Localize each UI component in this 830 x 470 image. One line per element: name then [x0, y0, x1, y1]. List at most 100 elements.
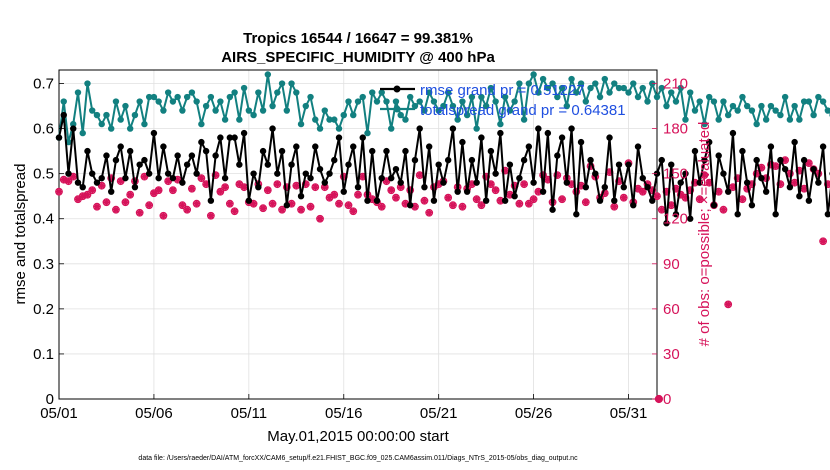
rmse-point: [492, 170, 499, 177]
totalspread-point: [506, 107, 514, 114]
obs-evaluated-point: [478, 201, 485, 209]
totalspread-point: [226, 93, 234, 101]
obs-evaluated-point: [459, 203, 466, 211]
totalspread-point: [312, 116, 319, 123]
obs-evaluated-point: [435, 180, 442, 188]
totalspread-point: [340, 111, 347, 119]
totalspread-point: [236, 116, 243, 123]
totalspread-point: [316, 125, 324, 132]
obs-evaluated-point: [321, 183, 329, 191]
rmse-point: [174, 152, 181, 159]
rmse-point: [136, 161, 143, 168]
obs-evaluated-point: [421, 197, 428, 204]
totalspread-point: [283, 107, 291, 114]
rmse-point: [554, 152, 561, 159]
totalspread-point: [297, 120, 305, 128]
totalspread-point: [568, 75, 575, 83]
rmse-point: [696, 179, 703, 186]
rmse-point: [373, 197, 381, 204]
y-tick-label: 0.4: [33, 211, 54, 228]
rmse-point: [573, 211, 580, 218]
rmse-point: [777, 156, 784, 164]
totalspread-point: [269, 102, 276, 110]
totalspread-point: [573, 89, 580, 96]
rmse-point: [720, 170, 727, 177]
obs-evaluated-point: [103, 198, 110, 206]
obs-evaluated-point: [781, 156, 789, 164]
rmse-point: [463, 188, 471, 195]
rmse-point: [615, 161, 623, 168]
totalspread-point: [791, 102, 798, 110]
obs-evaluated-point: [283, 183, 291, 191]
obs-evaluated-point: [577, 182, 585, 189]
obs-evaluated-point: [482, 173, 490, 180]
rmse-point: [729, 129, 737, 137]
x-tick-label: 05/21: [420, 405, 458, 422]
totalspread-point: [525, 80, 533, 87]
rmse-point: [587, 156, 594, 164]
totalspread-point: [136, 98, 143, 105]
obs-evaluated-point: [392, 194, 400, 201]
totalspread-point: [169, 98, 177, 105]
obs-evaluated-point: [786, 170, 794, 177]
rmse-point: [79, 183, 86, 191]
totalspread-point: [748, 107, 756, 114]
totalspread-point: [720, 98, 727, 105]
obs-evaluated-point: [117, 177, 124, 185]
obs-evaluated-point: [777, 180, 784, 188]
obs-evaluated-point: [667, 201, 675, 209]
obs-evaluated-point: [653, 192, 661, 200]
obs-evaluated-point: [444, 194, 452, 201]
rmse-point: [724, 188, 732, 195]
rmse-point: [364, 197, 371, 204]
rmse-point: [212, 152, 219, 159]
obs-evaluated-point: [815, 170, 822, 177]
y-tick-label: 0.2: [33, 301, 54, 318]
rmse-point: [117, 143, 124, 150]
obs-evaluated-point: [330, 191, 338, 198]
totalspread-point: [302, 102, 309, 110]
rmse-point: [668, 161, 675, 168]
obs-evaluated-point: [772, 162, 779, 170]
totalspread-point: [497, 120, 504, 128]
y-right-tick-label: 30: [663, 346, 680, 363]
obs-evaluated-point: [250, 200, 257, 208]
y-right-tick-label: 150: [663, 166, 688, 183]
totalspread-point: [383, 98, 390, 105]
rmse-point: [701, 156, 708, 164]
obs-evaluated-point: [573, 188, 580, 195]
ticks-layer: 05/01 05/06 05/11 05/16 05/21 05/26 05/31 0 0.1 0…: [33, 76, 688, 422]
totalspread-point: [193, 98, 200, 105]
totalspread-point: [440, 102, 447, 110]
totalspread-point: [155, 98, 162, 105]
obs-evaluated-point: [368, 195, 376, 203]
rmse-point: [397, 179, 404, 186]
obs-evaluated-point: [202, 180, 210, 188]
obs-evaluated-point: [568, 180, 575, 188]
obs-evaluated-point: [430, 183, 438, 191]
totalspread-point: [615, 84, 623, 92]
rmse-point: [682, 170, 689, 177]
obs-evaluated-point: [525, 200, 533, 208]
totalspread-point: [492, 98, 499, 105]
rmse-point: [126, 147, 134, 155]
totalspread-point: [772, 107, 779, 114]
obs-evaluated-point: [800, 185, 808, 192]
obs-evaluated-point: [302, 180, 310, 188]
obs-evaluated-point: [179, 201, 186, 209]
rmse-point: [245, 197, 253, 204]
rmse-point: [217, 134, 224, 141]
rmse-point: [630, 202, 637, 209]
rmse-point: [359, 134, 366, 141]
totalspread-point: [672, 98, 680, 105]
rmse-point: [767, 143, 775, 150]
rmse-point: [74, 179, 82, 186]
totalspread-point: [724, 111, 732, 119]
totalspread-point: [74, 89, 82, 96]
totalspread-point: [112, 98, 120, 105]
obs-evaluated-point: [658, 206, 666, 214]
rmse-point: [60, 111, 67, 119]
totalspread-point: [345, 98, 352, 105]
obs-evaluated-point: [544, 176, 552, 183]
rmse-point: [449, 125, 457, 132]
